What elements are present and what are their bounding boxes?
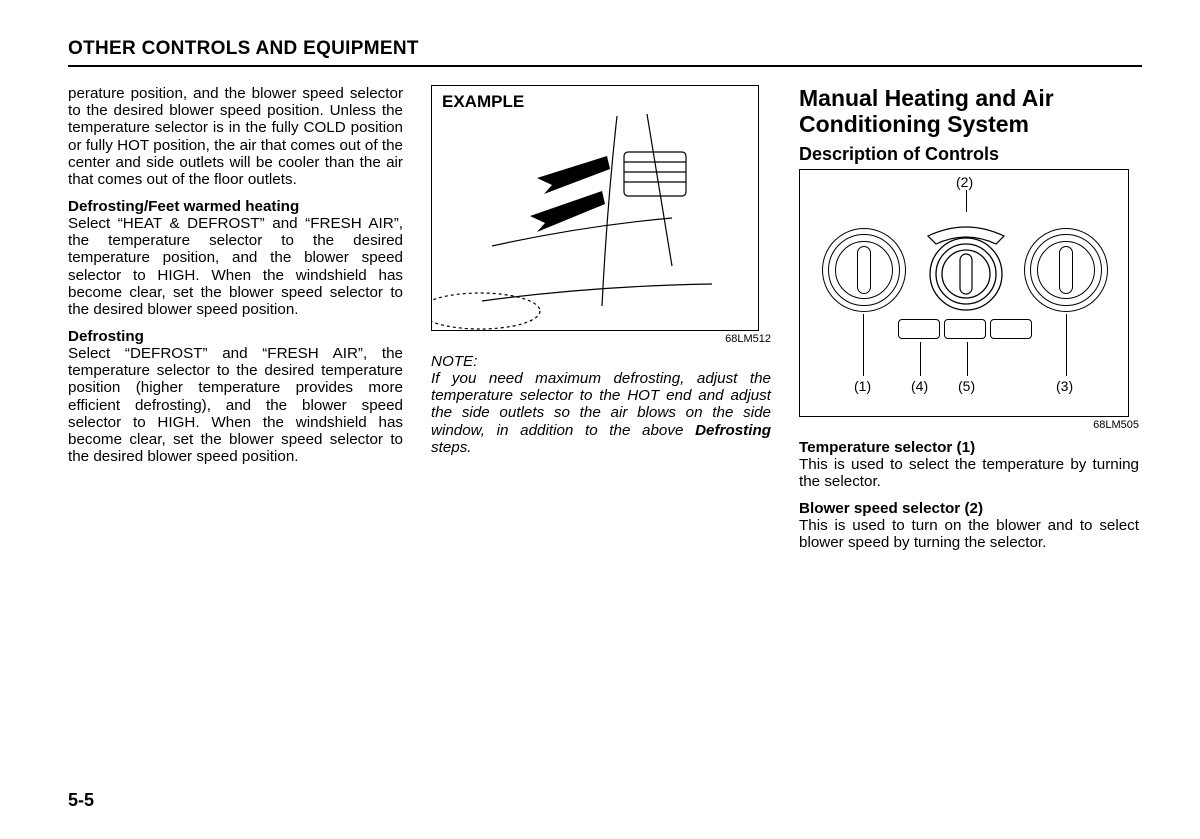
figure-code-1: 68LM512: [431, 333, 771, 345]
column-3: Manual Heating and Air Conditioning Syst…: [799, 85, 1139, 562]
mode-dial: [1024, 228, 1108, 312]
note-body: If you need maximum defrosting, adjust t…: [431, 370, 771, 456]
temperature-dial: [822, 228, 906, 312]
example-label: EXAMPLE: [442, 92, 524, 112]
figure-code-2: 68LM505: [799, 419, 1139, 431]
annotation-4: (4): [911, 378, 928, 394]
recirc-button: [898, 319, 940, 339]
column-1: perature position, and the blower speed …: [68, 85, 403, 562]
intro-paragraph: perature position, and the blower speed …: [68, 85, 403, 188]
page-header: OTHER CONTROLS AND EQUIPMENT: [68, 38, 1142, 67]
note-part-c: steps.: [431, 439, 472, 456]
content-columns: perature position, and the blower speed …: [68, 85, 1142, 562]
para-blower-selector: This is used to turn on the blower and t…: [799, 517, 1139, 551]
heading-defrost: Defrosting: [68, 328, 403, 345]
note-part-b: Defrosting: [695, 422, 771, 439]
annotation-1: (1): [854, 378, 871, 394]
para-defrost-feet: Select “HEAT & DEFROST” and “FRESH AIR”,…: [68, 215, 403, 318]
para-defrost: Select “DEFROST” and “FRESH AIR”, the te…: [68, 345, 403, 465]
figure-example-vent: EXAMPLE: [431, 85, 759, 331]
heading-temp-selector: Temperature selector (1): [799, 439, 1139, 456]
main-heading: Manual Heating and Air Conditioning Syst…: [799, 85, 1139, 138]
vent-illustration: [432, 86, 760, 332]
button-row: [898, 319, 1032, 339]
ac-button: [944, 319, 986, 339]
heading-blower-selector: Blower speed selector (2): [799, 500, 1139, 517]
page-number: 5-5: [68, 790, 94, 811]
annotation-5: (5): [958, 378, 975, 394]
rear-defrost-button: [990, 319, 1032, 339]
column-2: EXAMPLE 68LM512: [431, 85, 771, 562]
annotation-2: (2): [956, 174, 973, 190]
note-label: NOTE:: [431, 353, 771, 370]
para-temp-selector: This is used to select the temperature b…: [799, 456, 1139, 490]
section-heading: Description of Controls: [799, 144, 1139, 165]
figure-controls-panel: (1) (2) (3) (4) (5): [799, 169, 1129, 417]
heading-defrost-feet: Defrosting/Feet warmed heating: [68, 198, 403, 215]
annotation-3: (3): [1056, 378, 1073, 394]
blower-dial: [922, 214, 1010, 319]
